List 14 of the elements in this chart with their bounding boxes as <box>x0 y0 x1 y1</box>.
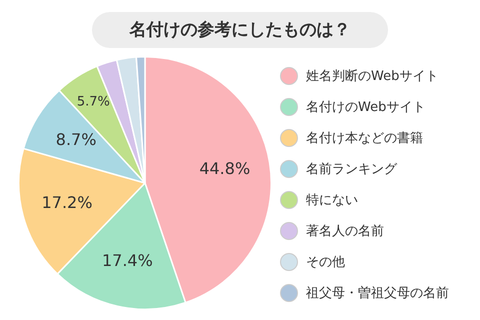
data-label: 17.2% <box>42 193 92 212</box>
data-label: 8.7% <box>56 130 96 149</box>
legend-label: その他 <box>306 254 345 270</box>
data-label: 17.4% <box>102 251 153 270</box>
legend-label: 名付けのWebサイト <box>306 98 426 116</box>
data-label: 44.8% <box>199 159 250 178</box>
legend-label: 名付け本などの書籍 <box>306 130 423 146</box>
legend-label: 著名人の名前 <box>306 222 384 240</box>
chart-title: 名付けの参考にしたものは？ <box>92 12 388 48</box>
legend-label: 名前ランキング <box>306 160 397 178</box>
legend-label: 特にない <box>306 192 358 208</box>
data-label: 5.7% <box>76 94 110 110</box>
legend-label: 祖父母・曽祖父母の名前 <box>306 284 449 302</box>
legend-label: 姓名判断のWebサイト <box>306 68 438 84</box>
